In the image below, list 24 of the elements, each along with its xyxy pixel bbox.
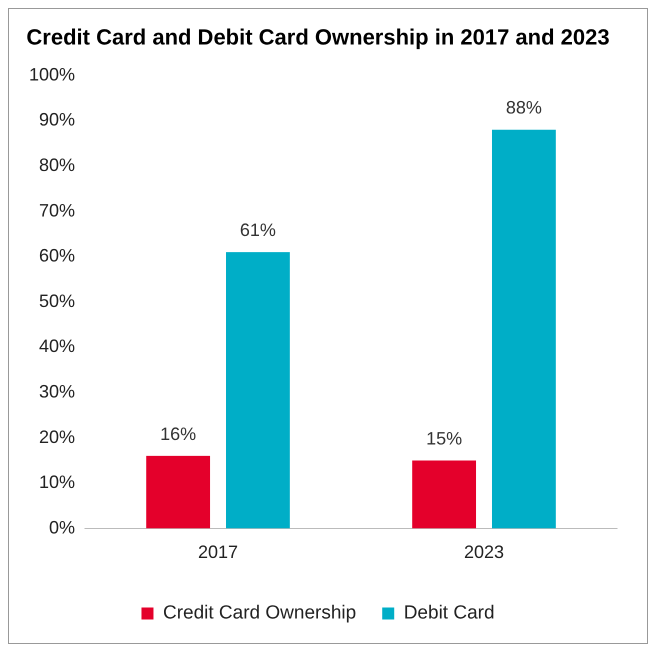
y-tick-label: 70% bbox=[39, 200, 76, 220]
y-tick-label: 60% bbox=[39, 246, 76, 266]
x-tick-label: 2023 bbox=[464, 542, 504, 562]
y-tick-label: 40% bbox=[39, 336, 76, 356]
y-tick-label: 30% bbox=[39, 381, 76, 402]
data-label: 88% bbox=[506, 98, 542, 118]
bar bbox=[226, 252, 290, 528]
data-label: 15% bbox=[426, 428, 462, 448]
bar bbox=[492, 130, 556, 528]
y-tick-label: 50% bbox=[39, 290, 76, 311]
bar bbox=[146, 456, 210, 528]
data-label: 16% bbox=[160, 424, 196, 444]
data-label: 61% bbox=[240, 220, 276, 240]
y-tick-label: 100% bbox=[28, 64, 76, 84]
y-tick-label: 0% bbox=[49, 517, 76, 538]
y-tick-label: 90% bbox=[39, 110, 76, 130]
chart-title: Credit Card and Debit Card Ownership in 2017 and 2023 bbox=[26, 24, 610, 50]
y-tick-label: 20% bbox=[39, 426, 76, 447]
legend-label: Debit Card bbox=[404, 602, 495, 624]
x-tick-label: 2017 bbox=[198, 542, 238, 562]
y-tick-label: 10% bbox=[39, 472, 76, 492]
y-tick-label: 80% bbox=[39, 154, 76, 175]
legend-label: Credit Card Ownership bbox=[162, 602, 356, 624]
bar bbox=[412, 460, 476, 528]
